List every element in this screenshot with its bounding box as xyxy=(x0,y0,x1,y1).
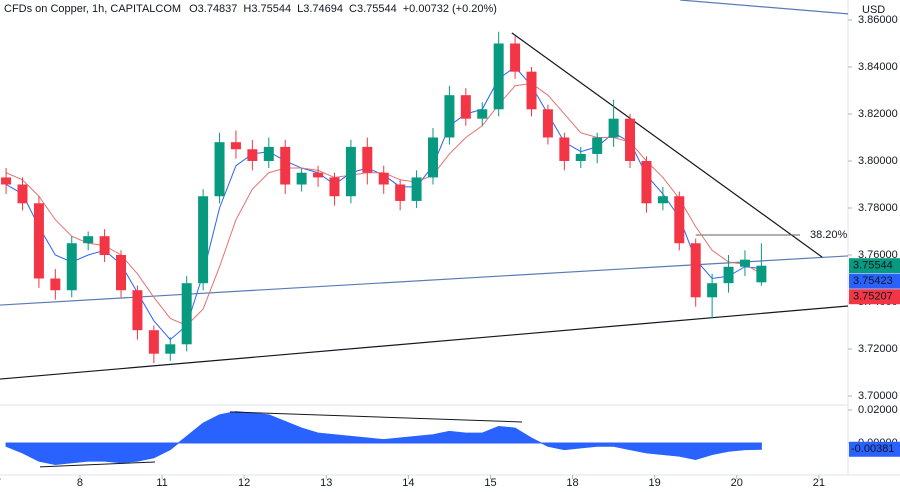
candle-body xyxy=(33,203,44,279)
candle-body xyxy=(17,184,28,204)
candle-body xyxy=(99,236,110,255)
candle-body xyxy=(214,142,225,197)
trend-line xyxy=(680,0,848,15)
price-label-box xyxy=(849,273,900,289)
candle-body xyxy=(362,146,373,173)
candle-body xyxy=(345,146,356,197)
candle-body xyxy=(132,290,143,331)
x-tick-label: 19 xyxy=(649,477,661,489)
y-tick-label: 3.82000 xyxy=(858,108,898,120)
candle-body xyxy=(181,283,192,345)
candle-body xyxy=(116,254,127,291)
candle-body xyxy=(230,142,241,150)
candle-body xyxy=(493,43,504,110)
candle-body xyxy=(690,243,701,298)
price-label: 3.75544 xyxy=(853,260,893,272)
y-tick-label: 3.72000 xyxy=(858,343,898,355)
candle-body xyxy=(280,146,291,185)
candle-body xyxy=(756,265,767,283)
x-tick-label: 12 xyxy=(238,477,250,489)
x-tick-label: 14 xyxy=(402,477,414,489)
candle-body xyxy=(625,118,636,161)
candle-body xyxy=(510,43,521,72)
candle-body xyxy=(83,236,94,244)
header-value: L3.74694 xyxy=(297,3,343,15)
candle-body xyxy=(608,118,619,138)
y-tick-label: 3.76000 xyxy=(858,249,898,261)
header-value: O3.74837 xyxy=(189,3,237,15)
currency: USD xyxy=(862,4,885,16)
x-tick-label: 11 xyxy=(156,477,167,489)
x-tick-label: 18 xyxy=(566,477,578,489)
x-tick-label: 21 xyxy=(813,477,825,489)
candle-body xyxy=(739,259,750,267)
candle-body xyxy=(148,330,159,354)
osc-trend-line xyxy=(39,461,156,468)
candle-body xyxy=(378,172,389,185)
price-label: 3.75423 xyxy=(853,275,893,287)
header: CFDs on Copper, 1h, CAPITALCOM O3.74837 H… xyxy=(4,3,497,15)
header-value: C3.75544 xyxy=(349,3,397,15)
y-tick-label: 3.78000 xyxy=(858,202,898,214)
candle-body xyxy=(460,95,471,119)
x-tick-label: 20 xyxy=(731,477,743,489)
candle-body xyxy=(1,177,12,185)
candle-body xyxy=(592,137,603,154)
oscillator-area xyxy=(5,411,762,465)
header-value: +0.00732 (+0.20%) xyxy=(403,3,497,15)
candle-body xyxy=(657,196,668,204)
candle-body xyxy=(263,146,274,161)
trend-line xyxy=(511,32,823,258)
candle-body xyxy=(641,160,652,204)
x-tick-label: 7 xyxy=(0,477,1,489)
candle-body xyxy=(247,149,258,161)
candle-body xyxy=(723,266,734,284)
main-pane: 38.20% xyxy=(0,0,848,380)
symbol-title: CFDs on Copper, 1h, CAPITALCOM xyxy=(4,3,181,15)
price-label: 3.75207 xyxy=(853,291,893,303)
candle-body xyxy=(329,177,340,197)
price-label-box xyxy=(849,289,900,305)
candle-body xyxy=(395,184,406,201)
candle-body xyxy=(411,177,422,201)
candle-body xyxy=(559,137,570,161)
candle-body xyxy=(444,95,455,138)
osc-label-box xyxy=(849,441,900,457)
x-tick-label: 8 xyxy=(77,477,83,489)
x-tick-label: 13 xyxy=(320,477,332,489)
osc-y-tick-label: 0.02000 xyxy=(858,404,898,416)
candle-body xyxy=(477,109,488,119)
y-tick-label: 3.86000 xyxy=(858,14,898,26)
fib-label: 38.20% xyxy=(810,229,848,241)
y-tick-label: 3.70000 xyxy=(858,390,898,402)
header-value: H3.75544 xyxy=(243,3,291,15)
y-tick-label: 3.84000 xyxy=(858,61,898,73)
candle-body xyxy=(542,109,553,138)
candle-body xyxy=(313,172,324,178)
trend-line xyxy=(0,305,848,380)
candle-body xyxy=(66,243,77,291)
candle-body xyxy=(165,344,176,354)
candle-body xyxy=(50,278,61,291)
candle-body xyxy=(296,172,307,185)
candle-body xyxy=(526,71,537,110)
candle-body xyxy=(575,153,586,161)
candle-body xyxy=(427,137,438,178)
x-tick-label: 15 xyxy=(484,477,496,489)
candle-body xyxy=(198,196,209,284)
candle-body xyxy=(707,283,718,298)
candle-body xyxy=(674,196,685,244)
price-label-box xyxy=(849,258,900,274)
osc-label: -0.00381 xyxy=(851,443,894,455)
y-tick-label: 3.80000 xyxy=(858,155,898,167)
osc-trend-line xyxy=(229,411,523,423)
